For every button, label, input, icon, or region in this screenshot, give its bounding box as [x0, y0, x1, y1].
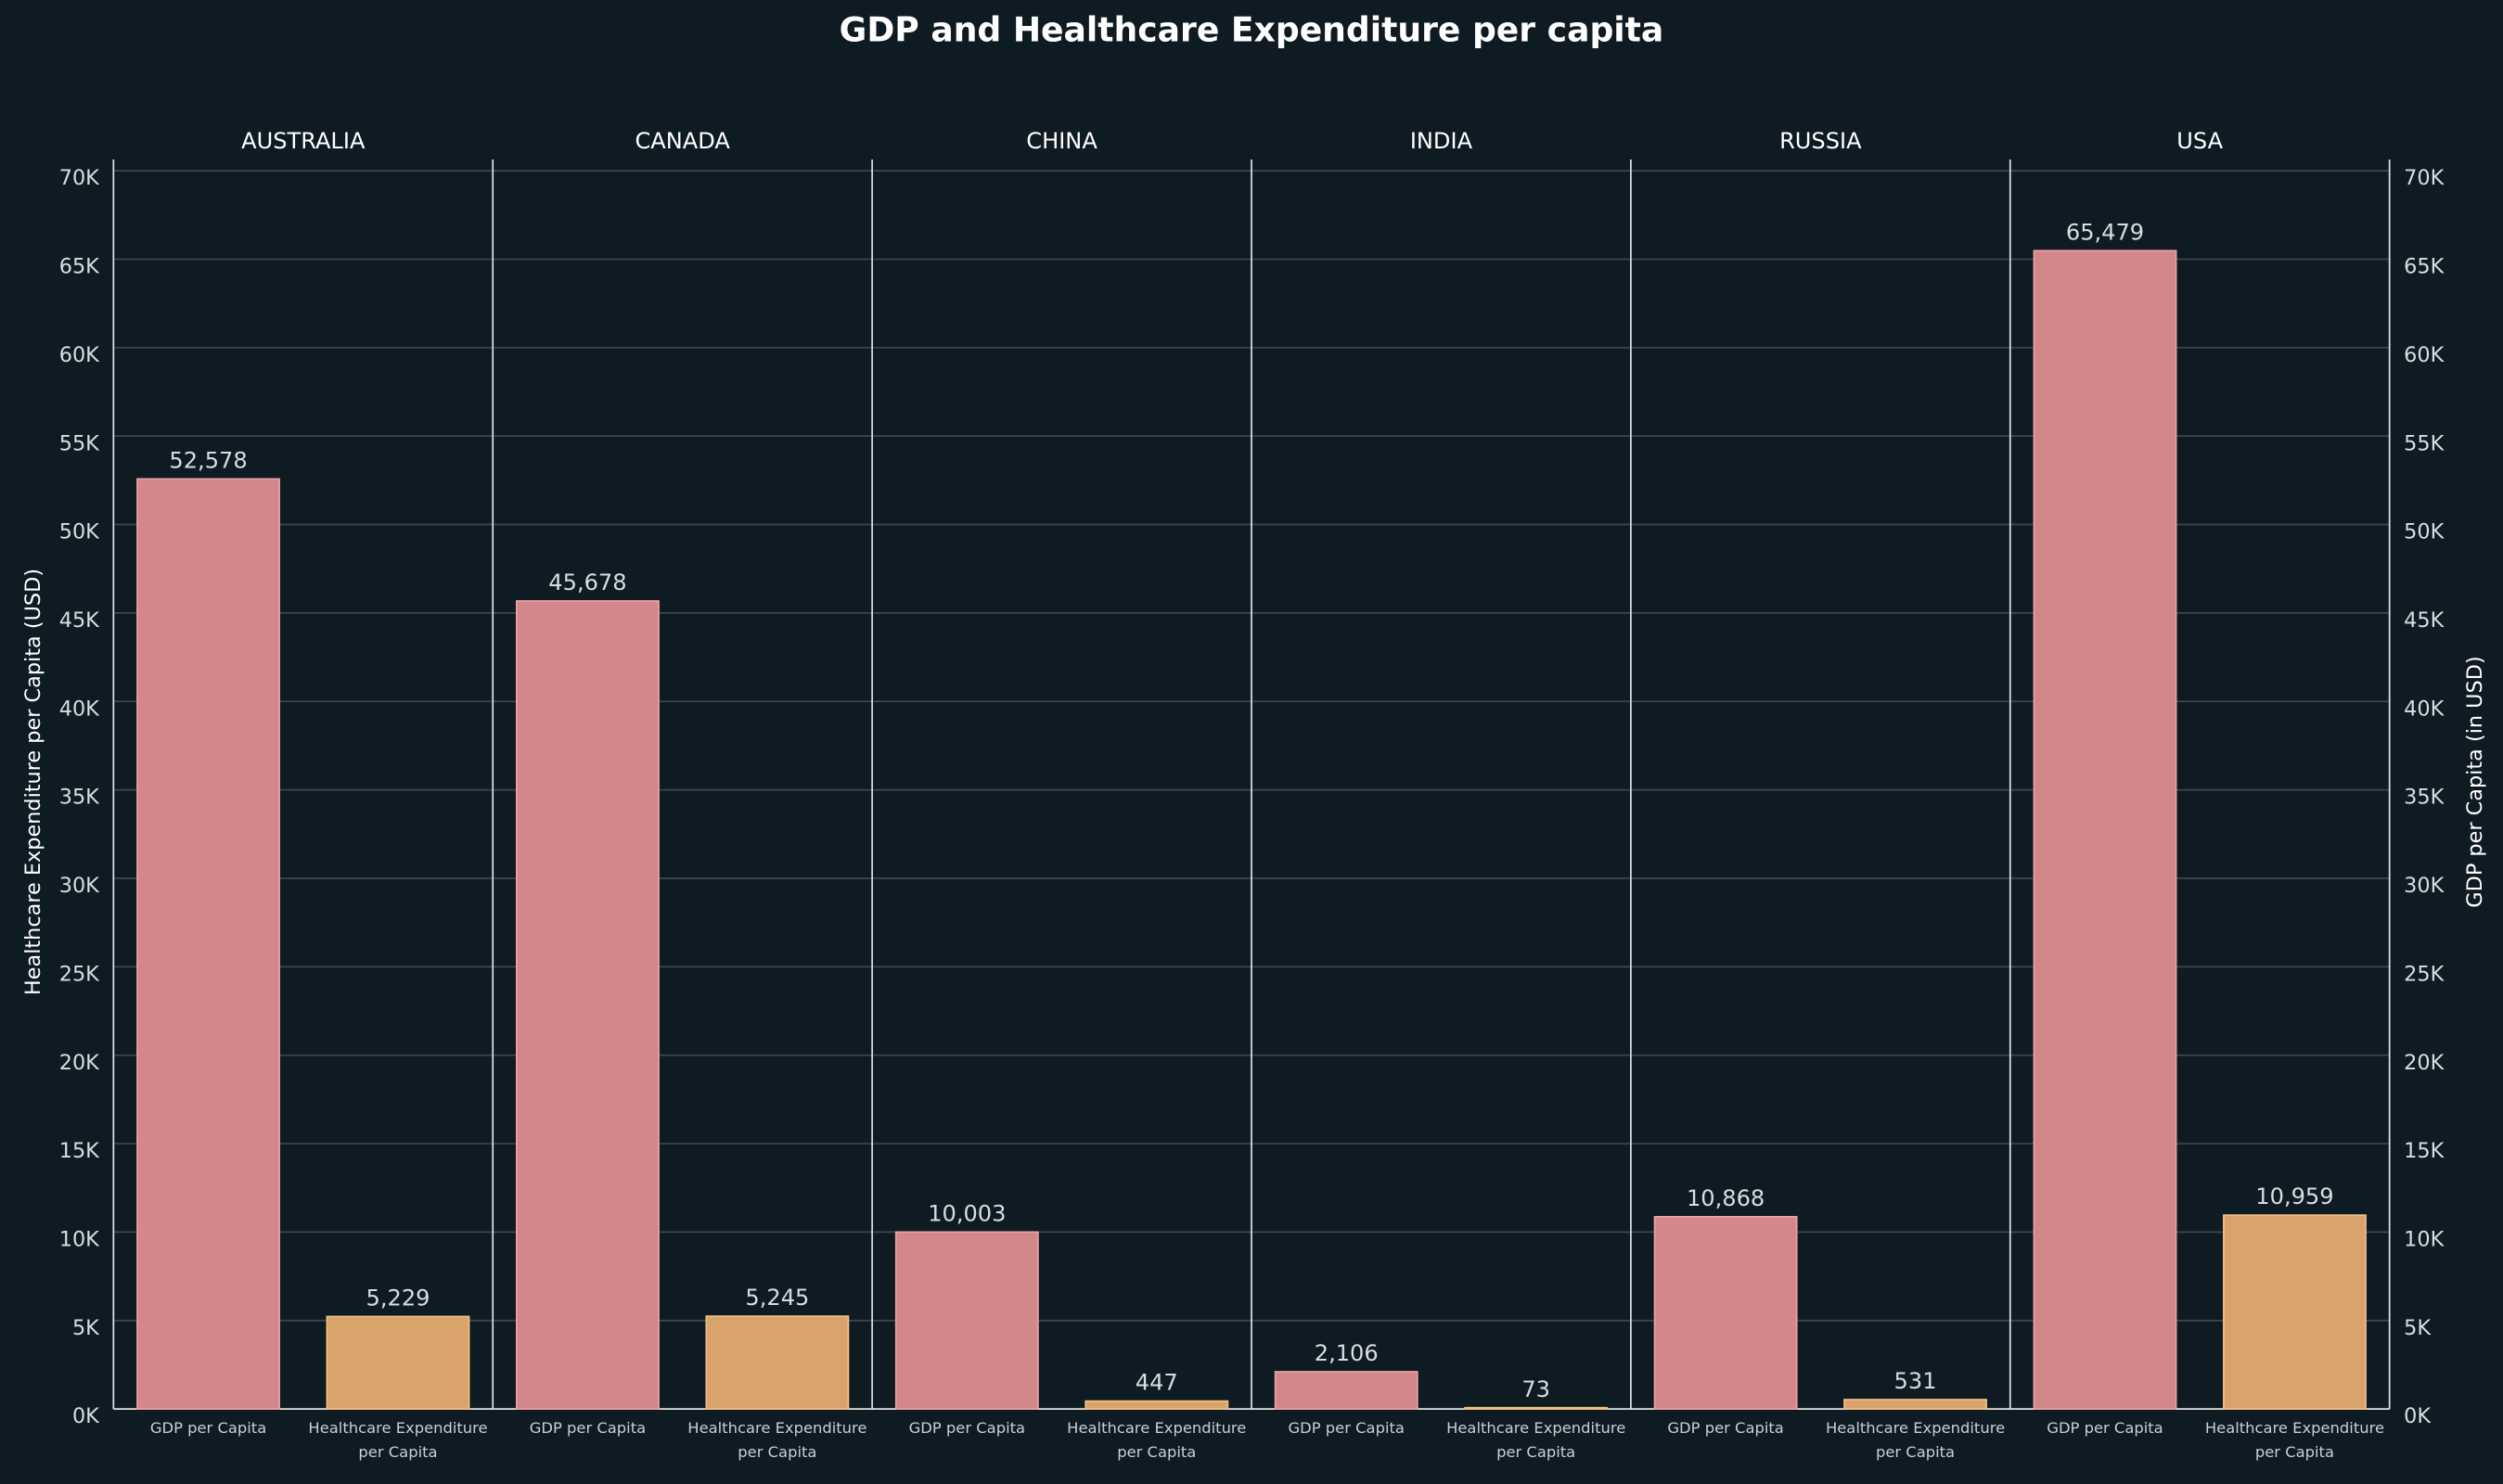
series-label: GDP per Capita [1667, 1420, 1784, 1439]
series-label: Healthcare Expenditure per Capita [1446, 1420, 1626, 1462]
y2-tick-label: 25K [2404, 962, 2445, 986]
series-label-text: Healthcare Expenditure per Capita [1067, 1420, 1247, 1462]
y-tick-label: 35K [59, 786, 100, 810]
y-tick-label: 15K [59, 1139, 100, 1163]
value-label: 73 [1521, 1376, 1550, 1402]
panel-header: AUSTRALIA [241, 128, 366, 154]
y2-tick-label: 45K [2404, 608, 2445, 633]
value-label: 65,479 [2066, 219, 2144, 245]
y-tick-label: 5K [72, 1316, 100, 1340]
y2-tick-label: 10K [2404, 1228, 2445, 1252]
series-label: Healthcare Expenditure per Capita [2204, 1420, 2385, 1462]
series-label-text: GDP per Capita [1667, 1420, 1784, 1439]
panel-header: CHINA [1026, 128, 1097, 154]
bar [1085, 1400, 1229, 1410]
value-label: 10,003 [928, 1200, 1006, 1226]
series-label-text: Healthcare Expenditure per Capita [1446, 1420, 1626, 1462]
value-label: 5,229 [366, 1285, 430, 1311]
bar [2223, 1214, 2367, 1410]
series-label: GDP per Capita [1288, 1420, 1405, 1439]
y-tick-label: 20K [59, 1051, 100, 1075]
y2-tick-label: 50K [2404, 520, 2445, 544]
panel-header: INDIA [1410, 128, 1473, 154]
series-label: Healthcare Expenditure per Capita [1067, 1420, 1247, 1462]
y-tick-label: 25K [59, 962, 100, 986]
series-label: Healthcare Expenditure per Capita [308, 1420, 488, 1462]
value-label: 5,245 [745, 1285, 809, 1311]
y-tick-label: 50K [59, 520, 100, 544]
y2-tick-label: 70K [2404, 166, 2445, 190]
value-label: 10,868 [1687, 1185, 1765, 1211]
y2-tick-label: 65K [2404, 255, 2445, 279]
y2-tick-label: 40K [2404, 697, 2445, 721]
panel-header: USA [2176, 128, 2223, 154]
y2-tick-label: 60K [2404, 343, 2445, 367]
y2-axis-label: GDP per Capita (in USD) [2463, 656, 2487, 907]
series-label: Healthcare Expenditure per Capita [1825, 1420, 2006, 1462]
series-label-text: Healthcare Expenditure per Capita [308, 1420, 488, 1462]
series-label: GDP per Capita [2047, 1420, 2163, 1439]
y-tick-label: 0K [72, 1404, 100, 1428]
series-label-text: GDP per Capita [1288, 1420, 1405, 1439]
series-label-text: GDP per Capita [2047, 1420, 2163, 1439]
bar [1653, 1216, 1798, 1410]
y-tick-label: 10K [59, 1228, 100, 1252]
y2-tick-label: 35K [2404, 786, 2445, 810]
bar [136, 478, 280, 1410]
y2-tick-label: 20K [2404, 1051, 2445, 1075]
series-label: GDP per Capita [529, 1420, 647, 1439]
bar [1274, 1371, 1418, 1411]
series-label-text: GDP per Capita [529, 1420, 647, 1439]
y2-tick-label: 15K [2404, 1139, 2445, 1163]
series-label-text: GDP per Capita [908, 1420, 1026, 1439]
value-label: 447 [1136, 1370, 1178, 1396]
series-label-text: Healthcare Expenditure per Capita [687, 1420, 867, 1462]
bar [894, 1231, 1039, 1411]
y2-tick-label: 5K [2404, 1316, 2432, 1340]
series-label-text: Healthcare Expenditure per Capita [2204, 1420, 2385, 1462]
y-tick-label: 55K [59, 431, 100, 455]
chart-title: GDP and Healthcare Expenditure per capit… [840, 9, 1664, 49]
y-tick-label: 60K [59, 343, 100, 367]
series-label: Healthcare Expenditure per Capita [687, 1420, 867, 1462]
series-label: GDP per Capita [149, 1420, 267, 1439]
y2-tick-label: 30K [2404, 874, 2445, 898]
y-tick-label: 40K [59, 697, 100, 721]
bar [1464, 1406, 1609, 1410]
y-axis-label: Healthcare Expenditure per Capita (USD) [21, 569, 45, 995]
bar [705, 1315, 850, 1410]
bar [1843, 1399, 1987, 1410]
value-label: 45,678 [548, 569, 626, 595]
value-label: 10,959 [2255, 1183, 2333, 1209]
series-label-text: GDP per Capita [149, 1420, 267, 1439]
y2-tick-label: 55K [2404, 431, 2445, 455]
value-label: 2,106 [1315, 1340, 1379, 1366]
y2-tick-label: 0K [2404, 1404, 2432, 1428]
bar [516, 600, 660, 1410]
panel-header: CANADA [635, 128, 730, 154]
value-label: 52,578 [169, 447, 247, 473]
series-label-text: Healthcare Expenditure per Capita [1825, 1420, 2006, 1462]
value-label: 531 [1894, 1368, 1937, 1394]
bar [2033, 249, 2177, 1410]
y-tick-label: 30K [59, 874, 100, 898]
bar [326, 1315, 470, 1410]
panel-header: RUSSIA [1779, 128, 1862, 154]
series-label: GDP per Capita [908, 1420, 1026, 1439]
y-tick-label: 70K [59, 166, 100, 190]
y-tick-label: 65K [59, 255, 100, 279]
y-tick-label: 45K [59, 608, 100, 633]
